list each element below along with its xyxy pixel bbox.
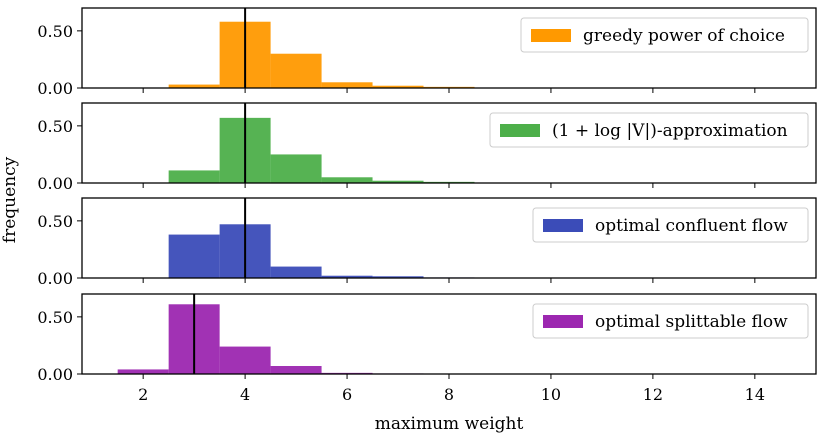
- legend-label: greedy power of choice: [583, 26, 785, 46]
- x-tick-label: 12: [643, 385, 663, 404]
- y-tick-label: 0.00: [37, 174, 73, 193]
- x-tick-label: 14: [745, 385, 765, 404]
- histogram-bar: [117, 369, 169, 374]
- x-tick-label: 2: [138, 385, 148, 404]
- histogram-bar: [372, 276, 424, 278]
- y-tick-label: 0.50: [37, 212, 73, 231]
- panel-3: 0.00 0.50 optimal confluent flow: [37, 197, 817, 288]
- histogram-bar: [372, 180, 424, 183]
- panel-4: 0.00 0.50 2 4 6 8 10 12 14 optimal splittable flo…: [37, 293, 817, 404]
- y-tick-label: 0.00: [37, 365, 73, 384]
- x-tick-label: 10: [541, 385, 561, 404]
- histogram-bar: [270, 53, 322, 88]
- histogram-bar: [270, 266, 322, 278]
- y-tick-label: 0.00: [37, 269, 73, 288]
- histogram-bar: [270, 154, 322, 183]
- histogram-bar: [219, 346, 271, 374]
- panel-2: 0.00 0.50 (1 + log |V|)-approximation: [37, 102, 817, 193]
- legend-box: [489, 112, 809, 148]
- x-axis-label: maximum weight: [375, 414, 524, 434]
- x-tick-label: 4: [240, 385, 250, 404]
- legend-label: (1 + log |V|)-approximation: [552, 121, 788, 141]
- legend-swatch: [543, 219, 583, 232]
- x-tick-label: 8: [444, 385, 454, 404]
- legend-box: [532, 207, 809, 243]
- histogram-bar: [321, 82, 373, 88]
- histogram-bar: [168, 84, 220, 88]
- x-tick-label: 6: [342, 385, 352, 404]
- y-tick-label: 0.50: [37, 22, 73, 41]
- legend-swatch: [500, 124, 540, 137]
- histogram-bar: [270, 366, 322, 374]
- panel-1: 0.00 0.50 greedy power of choice: [37, 7, 817, 98]
- legend-swatch: [543, 315, 583, 328]
- y-tick-label: 0.00: [37, 79, 73, 98]
- panels: 0.00 0.50 greedy power of choice 0.00 0.50 (1…: [37, 7, 817, 404]
- y-tick-label: 0.50: [37, 117, 73, 136]
- legend-swatch: [531, 29, 571, 42]
- legend-box: [520, 17, 809, 53]
- histogram-bar: [321, 177, 373, 183]
- y-tick-label: 0.50: [37, 308, 73, 327]
- legend: (1 + log |V|)-approximation: [489, 112, 809, 148]
- legend-box: [532, 303, 809, 339]
- histogram-bar: [168, 234, 220, 278]
- histogram-bar: [321, 275, 373, 278]
- legend: optimal confluent flow: [532, 207, 809, 243]
- legend-label: optimal confluent flow: [595, 216, 788, 236]
- legend-label: optimal splittable flow: [595, 312, 788, 332]
- legend: greedy power of choice: [520, 17, 809, 53]
- legend: optimal splittable flow: [532, 303, 809, 339]
- histogram-bar: [168, 170, 220, 183]
- y-axis-label: frequency: [0, 156, 20, 243]
- histogram-bar: [372, 85, 424, 88]
